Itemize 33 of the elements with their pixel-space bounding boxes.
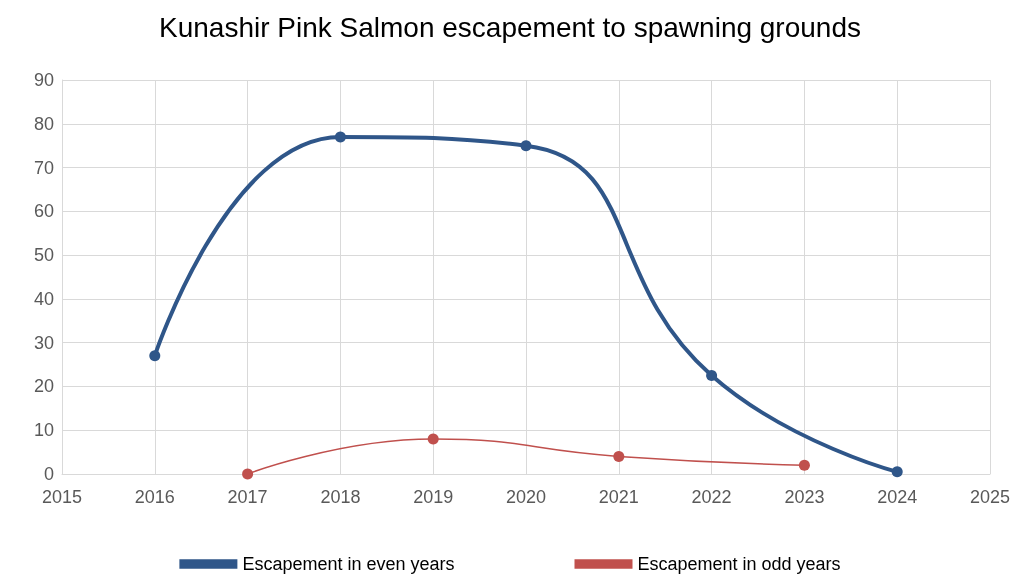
- point: [149, 350, 161, 362]
- x-tick-label: 2015: [41, 487, 83, 507]
- y-tick-label: 70: [33, 157, 54, 178]
- y-tick-label: 20: [33, 376, 54, 397]
- x-tick-label: 2023: [784, 487, 825, 507]
- point: [334, 131, 346, 143]
- point: [706, 370, 718, 381]
- y-tick-label: 10: [33, 420, 54, 441]
- x-tick-label: 2022: [691, 487, 732, 507]
- y-tick-label: 50: [33, 245, 54, 266]
- point: [613, 450, 625, 462]
- x-tick-label: 2017: [227, 487, 268, 507]
- x-tick-label: 2024: [877, 487, 918, 507]
- point: [242, 468, 254, 480]
- point: [520, 140, 532, 152]
- y-tick-label: 80: [33, 113, 54, 134]
- y-tick-label: 0: [43, 464, 54, 484]
- x-tick-label: 2021: [598, 487, 639, 507]
- y-tick-label: 90: [33, 70, 54, 90]
- x-tick-label: 2016: [134, 487, 175, 507]
- y-tick-label: 30: [33, 332, 54, 353]
- point: [798, 459, 810, 471]
- x-tick-label: 2020: [505, 487, 547, 507]
- x-tick-label: 2018: [320, 487, 361, 507]
- x-tick-label: 2025: [969, 487, 1011, 507]
- point: [427, 433, 439, 445]
- x-tick-label: 2019: [413, 487, 454, 507]
- point: [891, 466, 903, 478]
- y-tick-label: 60: [33, 201, 54, 222]
- legend-label: Escapement in even years: [242, 554, 455, 574]
- y-tick-label: 40: [33, 288, 54, 309]
- legend-label: Escapement in odd years: [637, 554, 841, 574]
- chart-title: Kunashir Pink Salmon escapement to spawning grounds: [159, 11, 861, 43]
